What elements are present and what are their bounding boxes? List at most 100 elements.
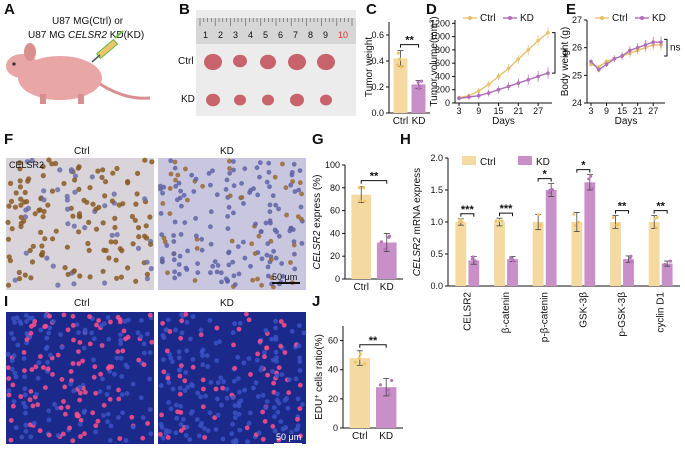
ihc-cell: [95, 168, 101, 174]
data-point: [363, 199, 367, 203]
ihc-cell: [227, 193, 233, 199]
ihc-cell: [46, 157, 52, 163]
edu-cell: [93, 429, 98, 435]
edu-cell: [105, 411, 111, 417]
edu-cell: [11, 399, 17, 404]
edu-cell: [5, 351, 11, 357]
ihc-cell: [273, 255, 279, 261]
edu-cell: [38, 327, 44, 333]
edu-cell: [218, 375, 224, 381]
ihc-cell: [132, 217, 138, 223]
ihc-cell: [263, 220, 269, 226]
edu-cell: [274, 397, 280, 403]
panel-a-line1: U87 MG(Ctrl) or: [52, 16, 124, 27]
edu-cell: [6, 392, 12, 398]
edu-scale-text: 50 μm: [276, 432, 301, 442]
bar-kd: [468, 260, 480, 286]
edu-cell: [182, 388, 188, 393]
ihc-cell: [172, 269, 178, 275]
y-tick-label: 2.0: [430, 153, 443, 163]
ihc-cell: [199, 247, 205, 253]
ihc-cell: [5, 236, 12, 242]
significance-bracket: [653, 210, 668, 214]
ihc-cell: [296, 187, 302, 193]
edu-cell: [11, 353, 17, 358]
ihc-cell: [17, 184, 23, 190]
ihc-cell: [45, 202, 51, 208]
x-tick-label: 15: [494, 106, 504, 116]
ihc-cell: [135, 225, 142, 231]
data-point: [572, 212, 576, 216]
ihc-cell: [256, 233, 262, 239]
ihc-cell: [289, 172, 295, 178]
ihc-cell: [266, 160, 272, 166]
ihc-cell: [291, 239, 297, 245]
series-point: [635, 45, 640, 50]
ihc-cell: [65, 206, 71, 212]
ihc-cell: [61, 180, 67, 187]
ihc-cell: [208, 209, 214, 215]
x-tick-label: 21: [633, 106, 643, 116]
edu-cell: [168, 406, 174, 412]
ihc-cell: [49, 161, 55, 167]
series-point: [526, 48, 531, 52]
tumor: [317, 53, 335, 71]
edu-cell: [21, 400, 27, 406]
edu-cell: [92, 364, 98, 370]
ihc-cell: [160, 201, 166, 206]
bar-ctrl: [648, 222, 660, 286]
edu-cell: [300, 402, 305, 407]
ihc-image-ctrl: [5, 157, 155, 290]
ihc-cell: [176, 271, 182, 277]
edu-cell: [257, 338, 263, 344]
y-tick-label: 60: [328, 336, 338, 346]
ihc-cell: [225, 226, 231, 232]
ihc-cell: [25, 205, 31, 211]
ihc-cell: [18, 220, 24, 226]
edu-cell: [275, 409, 281, 415]
tumor: [262, 94, 274, 106]
edu-cell: [178, 335, 184, 341]
legend-label: Ctrl: [480, 13, 496, 24]
edu-cell: [108, 319, 113, 325]
edu-cell: [236, 411, 242, 417]
data-point: [470, 257, 474, 261]
edu-cell: [285, 405, 291, 411]
ihc-cell: [159, 232, 165, 238]
ihc-cell: [144, 276, 150, 282]
series-point: [526, 77, 531, 82]
edu-cell: [207, 318, 213, 323]
ihc-cell: [148, 241, 154, 247]
data-point: [399, 65, 403, 69]
ihc-cell: [70, 213, 76, 219]
edu-cell: [98, 371, 103, 377]
data-point: [576, 220, 580, 224]
significance-label: **: [656, 201, 665, 213]
significance-bracket: [576, 169, 591, 173]
ihc-cell: [110, 170, 116, 176]
ihc-cell: [224, 177, 230, 183]
edu-cell: [190, 364, 196, 370]
edu-cell: [139, 318, 144, 323]
edu-cell: [272, 428, 278, 434]
bar-ctrl: [532, 222, 544, 286]
edu-cell: [119, 374, 125, 379]
syringe-icon: [91, 30, 124, 63]
ihc-cell: [50, 236, 56, 242]
ihc-cell: [76, 186, 82, 192]
edu-cell: [23, 428, 29, 434]
edu-cell: [270, 369, 275, 374]
ihc-cell: [255, 192, 261, 198]
edu-cell: [200, 362, 206, 368]
ihc-cell: [175, 172, 181, 178]
edu-cell: [97, 389, 103, 394]
edu-cell: [204, 353, 210, 358]
significance-label: *: [581, 160, 586, 172]
ihc-cell: [292, 266, 298, 272]
ihc-cell: [23, 250, 29, 256]
edu-cell: [70, 323, 76, 328]
edu-cell: [138, 395, 144, 401]
y-tick-label: 24: [572, 98, 582, 108]
edu-cell: [273, 349, 279, 355]
ihc-cell: [99, 174, 105, 180]
